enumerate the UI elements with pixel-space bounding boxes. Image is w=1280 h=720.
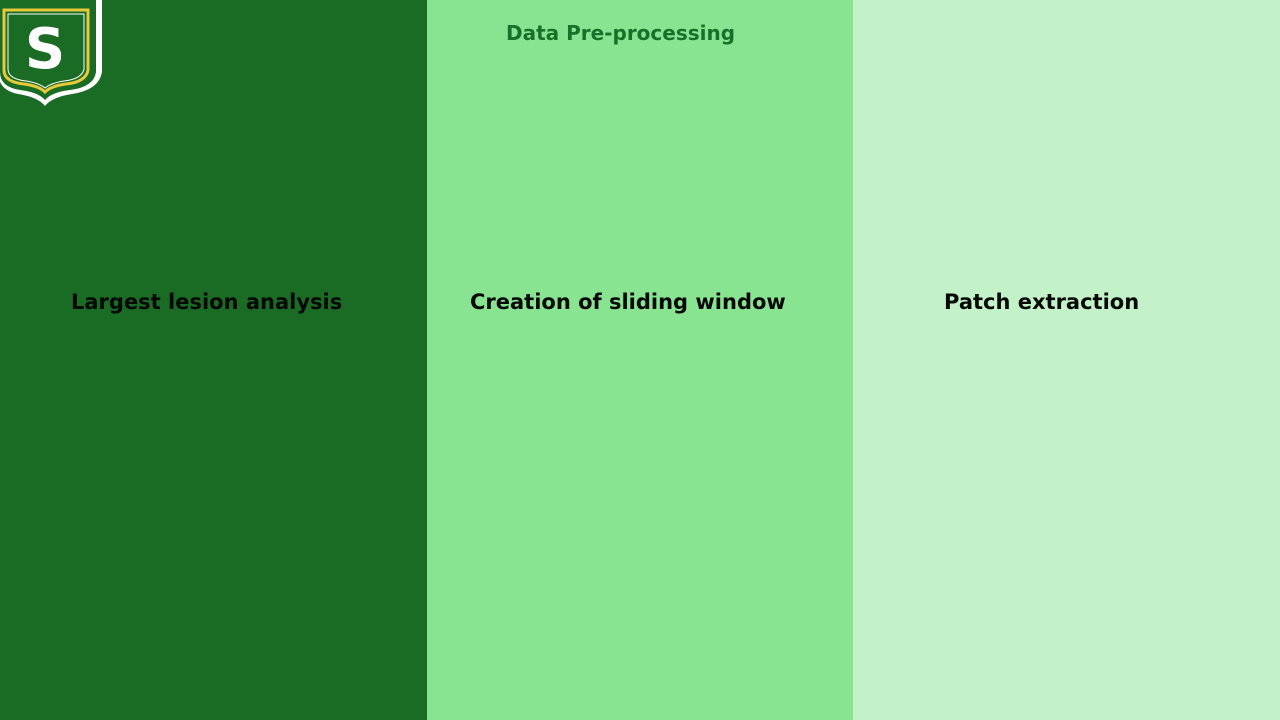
column-patch-extraction: Patch extraction <box>853 0 1280 720</box>
column-largest-lesion-analysis: Largest lesion analysis <box>0 0 427 720</box>
shield-logo-icon: S <box>0 0 102 106</box>
slide-title: Data Pre-processing <box>506 21 736 45</box>
logo-letter: S <box>25 17 65 82</box>
column-label: Creation of sliding window <box>470 290 786 314</box>
column-creation-of-sliding-window: Creation of sliding window <box>427 0 853 720</box>
column-label: Patch extraction <box>944 290 1140 314</box>
column-label: Largest lesion analysis <box>71 290 343 314</box>
